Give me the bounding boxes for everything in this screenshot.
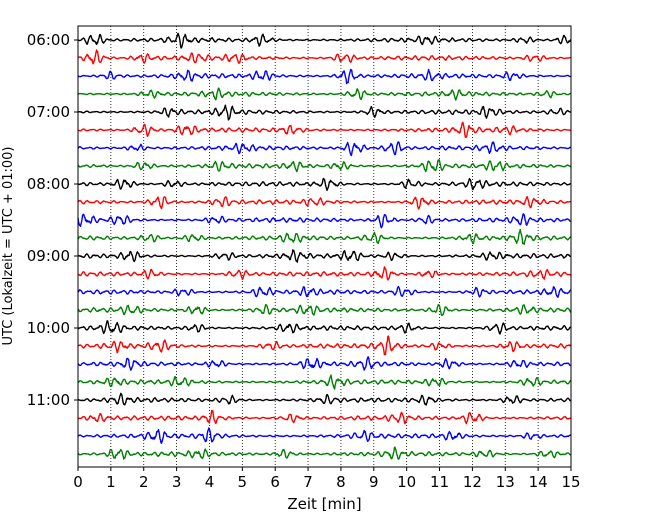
trace-line-15 bbox=[77, 285, 572, 298]
y-tick-label-08:00: 08:00 bbox=[27, 175, 70, 193]
trace-line-7 bbox=[77, 141, 572, 157]
trace-line-20 bbox=[77, 374, 572, 390]
trace-line-1 bbox=[77, 32, 572, 49]
plot-frame bbox=[77, 25, 572, 468]
y-tick-label-11:00: 11:00 bbox=[27, 391, 70, 409]
trace-line-4 bbox=[77, 87, 572, 101]
trace-line-12 bbox=[77, 228, 572, 245]
x-tick-label-11: 11 bbox=[430, 473, 449, 491]
trace-line-21 bbox=[77, 392, 572, 406]
trace-line-6 bbox=[77, 121, 572, 138]
trace-line-11 bbox=[77, 213, 572, 229]
x-tick-label-0: 0 bbox=[73, 473, 83, 491]
trace-line-3 bbox=[77, 68, 572, 85]
trace-line-10 bbox=[77, 196, 572, 210]
trace-line-5 bbox=[77, 104, 572, 121]
trace-line-24 bbox=[77, 446, 572, 460]
x-tick-label-8: 8 bbox=[336, 473, 346, 491]
x-tick-label-10: 10 bbox=[397, 473, 416, 491]
trace-line-8 bbox=[77, 159, 572, 173]
y-tick-label-09:00: 09:00 bbox=[27, 247, 70, 265]
y-tick-label-07:00: 07:00 bbox=[27, 103, 70, 121]
x-tick-label-15: 15 bbox=[561, 473, 580, 491]
trace-line-19 bbox=[77, 356, 572, 371]
x-axis-label: Zeit [min] bbox=[287, 495, 361, 513]
x-axis-ticks: 0 1 2 3 4 5 6 7 8 9 10 11 12 13 14 15 bbox=[73, 467, 581, 491]
trace-line-9 bbox=[77, 177, 572, 192]
x-tick-label-9: 9 bbox=[369, 473, 379, 491]
trace-line-23 bbox=[77, 427, 572, 444]
y-axis-ticks: 06:00 07:00 08:00 09:00 10:00 11:00 bbox=[27, 31, 78, 409]
x-tick-label-12: 12 bbox=[463, 473, 482, 491]
y-tick-label-06:00: 06:00 bbox=[27, 31, 70, 49]
trace-line-18 bbox=[77, 335, 572, 356]
y-tick-label-10:00: 10:00 bbox=[27, 319, 70, 337]
seismogram-traces bbox=[77, 32, 572, 460]
trace-line-16 bbox=[77, 304, 572, 317]
x-tick-label-5: 5 bbox=[238, 473, 248, 491]
trace-line-13 bbox=[77, 249, 572, 263]
x-tick-label-3: 3 bbox=[172, 473, 182, 491]
trace-line-14 bbox=[77, 266, 572, 281]
x-tick-label-13: 13 bbox=[496, 473, 515, 491]
x-tick-label-14: 14 bbox=[529, 473, 548, 491]
x-tick-label-1: 1 bbox=[106, 473, 116, 491]
trace-line-17 bbox=[77, 320, 572, 335]
y-axis-label: UTC (Lokalzeit = UTC + 01:00) bbox=[1, 147, 16, 346]
trace-line-22 bbox=[77, 409, 572, 425]
x-tick-label-6: 6 bbox=[270, 473, 280, 491]
x-tick-label-2: 2 bbox=[139, 473, 149, 491]
x-tick-label-4: 4 bbox=[205, 473, 215, 491]
trace-line-2 bbox=[77, 49, 572, 65]
x-tick-label-7: 7 bbox=[303, 473, 313, 491]
